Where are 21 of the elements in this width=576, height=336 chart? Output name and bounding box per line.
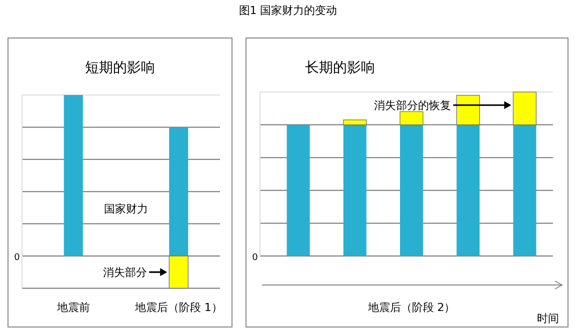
bar bbox=[343, 124, 366, 256]
caption: 图1 国家财力的变动 bbox=[238, 4, 338, 17]
x-tick-label: 地震前 bbox=[56, 301, 90, 314]
series-label: 消失部分的恢复 bbox=[374, 99, 452, 112]
bar bbox=[286, 124, 310, 256]
bar bbox=[400, 111, 424, 126]
bar bbox=[456, 124, 480, 256]
series-label: 国家财力 bbox=[104, 202, 148, 216]
text: 0 bbox=[14, 253, 20, 263]
x-axis-title: 地震后（阶段 2） bbox=[366, 301, 456, 314]
bar bbox=[512, 92, 536, 126]
bar bbox=[456, 94, 480, 126]
series-label: 消失部分 bbox=[103, 266, 148, 280]
x-tick-label: 地震后（阶段 1） bbox=[134, 301, 222, 314]
text: 0 bbox=[252, 253, 258, 263]
bar bbox=[513, 124, 536, 256]
text: 时间 bbox=[537, 312, 559, 325]
bar bbox=[400, 124, 423, 256]
chart-title: 短期的影响 bbox=[85, 60, 155, 76]
bar bbox=[343, 120, 367, 126]
chart-title: 长期的影响 bbox=[305, 60, 375, 76]
